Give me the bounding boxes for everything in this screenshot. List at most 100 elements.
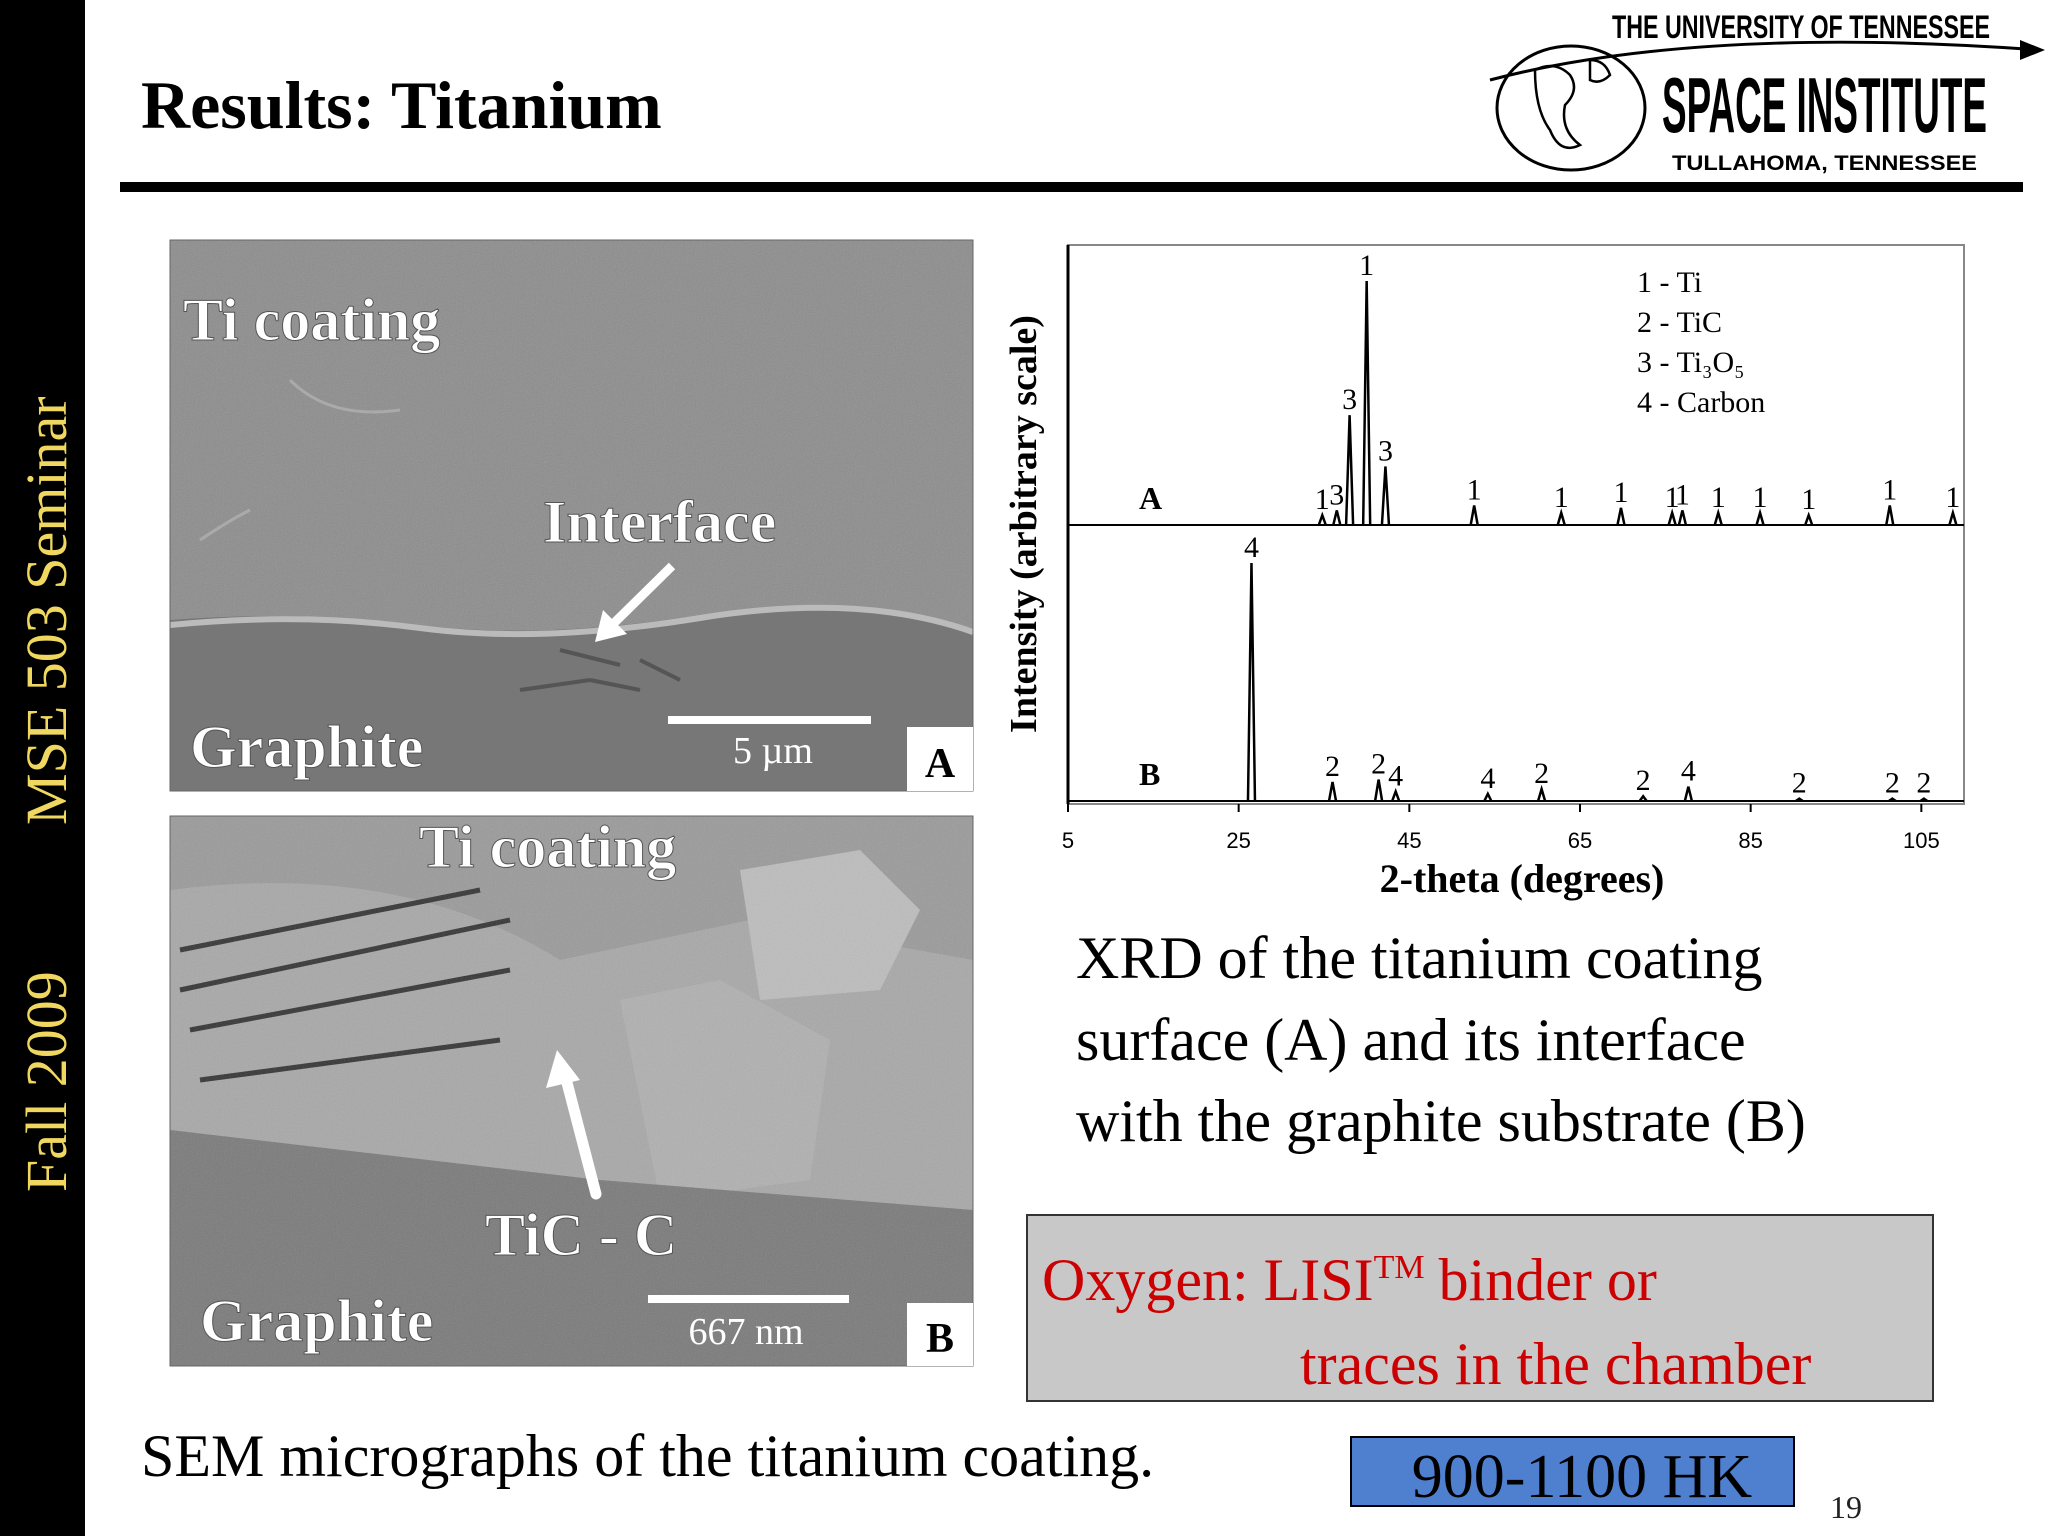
sem-b-top-label: Ti coating — [419, 814, 676, 880]
peak-label: 1 — [1945, 481, 1960, 514]
peak-label: 1 — [1753, 481, 1768, 514]
peak — [1683, 786, 1694, 802]
x-tick-label: 5 — [1062, 828, 1074, 853]
peak — [1919, 797, 1929, 803]
peak — [1713, 508, 1723, 526]
peak-label: 1 — [1613, 476, 1628, 509]
peak — [1885, 505, 1895, 526]
legend-entry: 4 - Carbon — [1637, 386, 1765, 419]
peak-label: 2 — [1792, 767, 1807, 800]
legend-entry: 2 - TiC — [1637, 306, 1722, 339]
series-name: A — [1139, 480, 1162, 516]
peak — [1391, 787, 1401, 802]
xrd-caption-line: with the graphite substrate (B) — [1076, 1088, 1806, 1154]
peak-label: 1 — [1554, 481, 1569, 514]
peak — [1536, 784, 1547, 802]
sem-image-a — [170, 240, 973, 791]
peak-label: 2 — [1371, 748, 1386, 781]
sem-a-arrow-label: Interface — [543, 489, 776, 555]
peak — [1616, 507, 1626, 526]
logo-line3: TULLAHOMA, TENNESSEE — [1672, 152, 1977, 175]
side-bar — [0, 0, 85, 1536]
slide-title: Results: Titanium — [141, 67, 662, 143]
peak-label: 2 — [1325, 750, 1340, 783]
peak — [1373, 779, 1384, 802]
peak-label: 3 — [1342, 383, 1357, 416]
series-name: B — [1139, 756, 1160, 792]
sem-a-letter-box — [907, 727, 973, 791]
peak-label: 2 — [1916, 767, 1931, 800]
peak-label: 4 — [1681, 755, 1696, 788]
peak-label: 4 — [1388, 759, 1403, 792]
peak — [1755, 508, 1765, 526]
peak — [1344, 415, 1355, 526]
peak-label: 1 — [1882, 473, 1897, 506]
xrd-plot: 5 25 45 65 85 105 1 - Ti 2 - TiC 3 - Ti₃O₅ 4 - Ca… — [1062, 249, 1964, 853]
peak — [1795, 797, 1804, 803]
note-text: Oxygen: LISI — [1042, 1247, 1374, 1313]
sem-b-letter-box — [907, 1303, 973, 1366]
peak-label: 1 — [1359, 249, 1374, 282]
sem-image-b — [170, 816, 973, 1366]
side-course: MSE 503 Seminar — [14, 396, 79, 825]
logo-line1: THE UNIVERSITY OF TENNESSEE — [1612, 9, 1990, 45]
peak — [1469, 505, 1479, 526]
legend-entry: 3 - Ti₃O₅ — [1637, 346, 1745, 379]
peak-label: 3 — [1378, 434, 1393, 467]
sem-a-letter: A — [925, 741, 956, 787]
xrd-caption-line: XRD of the titanium coating — [1076, 925, 1763, 991]
peak-label: 1 — [1801, 483, 1816, 516]
sem-a-top-label: Ti coating — [183, 287, 440, 353]
peak-label: 1 — [1665, 481, 1680, 514]
sem-b-scale: 667 nm — [688, 1311, 803, 1353]
sem-a-arrow — [606, 562, 676, 631]
peak — [1483, 791, 1493, 802]
logo-line2: SPACE INSTITUTE — [1662, 61, 1987, 149]
peak — [1804, 511, 1814, 526]
xrd-caption-line: surface (A) and its interface — [1076, 1007, 1746, 1073]
peak — [1246, 562, 1257, 802]
peak — [1556, 508, 1566, 526]
peak-label: 4 — [1244, 531, 1259, 564]
peak — [1317, 511, 1327, 526]
side-date: Fall 2009 — [14, 971, 79, 1192]
sem-caption: SEM micrographs of the titanium coating. — [141, 1423, 1154, 1489]
hardness: 900-1100 HK — [1412, 1443, 1753, 1511]
note-text: binder or — [1439, 1247, 1657, 1313]
peak — [1638, 794, 1648, 802]
peak-label: 2 — [1534, 757, 1549, 790]
title-rule — [120, 182, 2023, 192]
sem-b-arrow-label: TiC - C — [485, 1202, 677, 1268]
peak — [1948, 508, 1958, 526]
sem-a-scale-bar — [668, 716, 871, 724]
sem-b-letter: B — [926, 1316, 954, 1362]
peak — [1327, 781, 1338, 802]
sem-b-scale-bar — [648, 1295, 849, 1303]
legend-entry: 1 - Ti — [1637, 266, 1702, 299]
note-superscript: TM — [1374, 1249, 1425, 1286]
note-line1: Oxygen: LISITM binder or — [1042, 1247, 1657, 1313]
peak-label: 3 — [1329, 478, 1344, 511]
x-tick-label: 25 — [1226, 828, 1250, 853]
peak — [1380, 466, 1391, 526]
peak-label: 1 — [1467, 473, 1482, 506]
x-tick-label: 65 — [1568, 828, 1592, 853]
peak-label: 2 — [1636, 764, 1651, 797]
x-tick-label: 85 — [1738, 828, 1762, 853]
hardness-box — [1350, 1436, 1795, 1507]
x-tick-label: 45 — [1397, 828, 1421, 853]
x-tick-label: 105 — [1903, 828, 1940, 853]
peak-label: 1 — [1315, 483, 1330, 516]
page-number: 19 — [1830, 1489, 1862, 1525]
logo: THE UNIVERSITY OF TENNESSEE SPACE INSTIT… — [1489, 9, 2045, 175]
peak-label: 1 — [1711, 481, 1726, 514]
peak — [1332, 510, 1342, 526]
sem-a-bottom-label: Graphite — [190, 714, 423, 780]
sem-b-arrow — [559, 1069, 602, 1200]
xrd-x-label: 2-theta (degrees) — [1380, 856, 1665, 901]
peak-label: 4 — [1480, 762, 1495, 795]
peak — [1888, 797, 1897, 803]
peak — [1667, 508, 1677, 526]
note-box — [1026, 1214, 1934, 1402]
